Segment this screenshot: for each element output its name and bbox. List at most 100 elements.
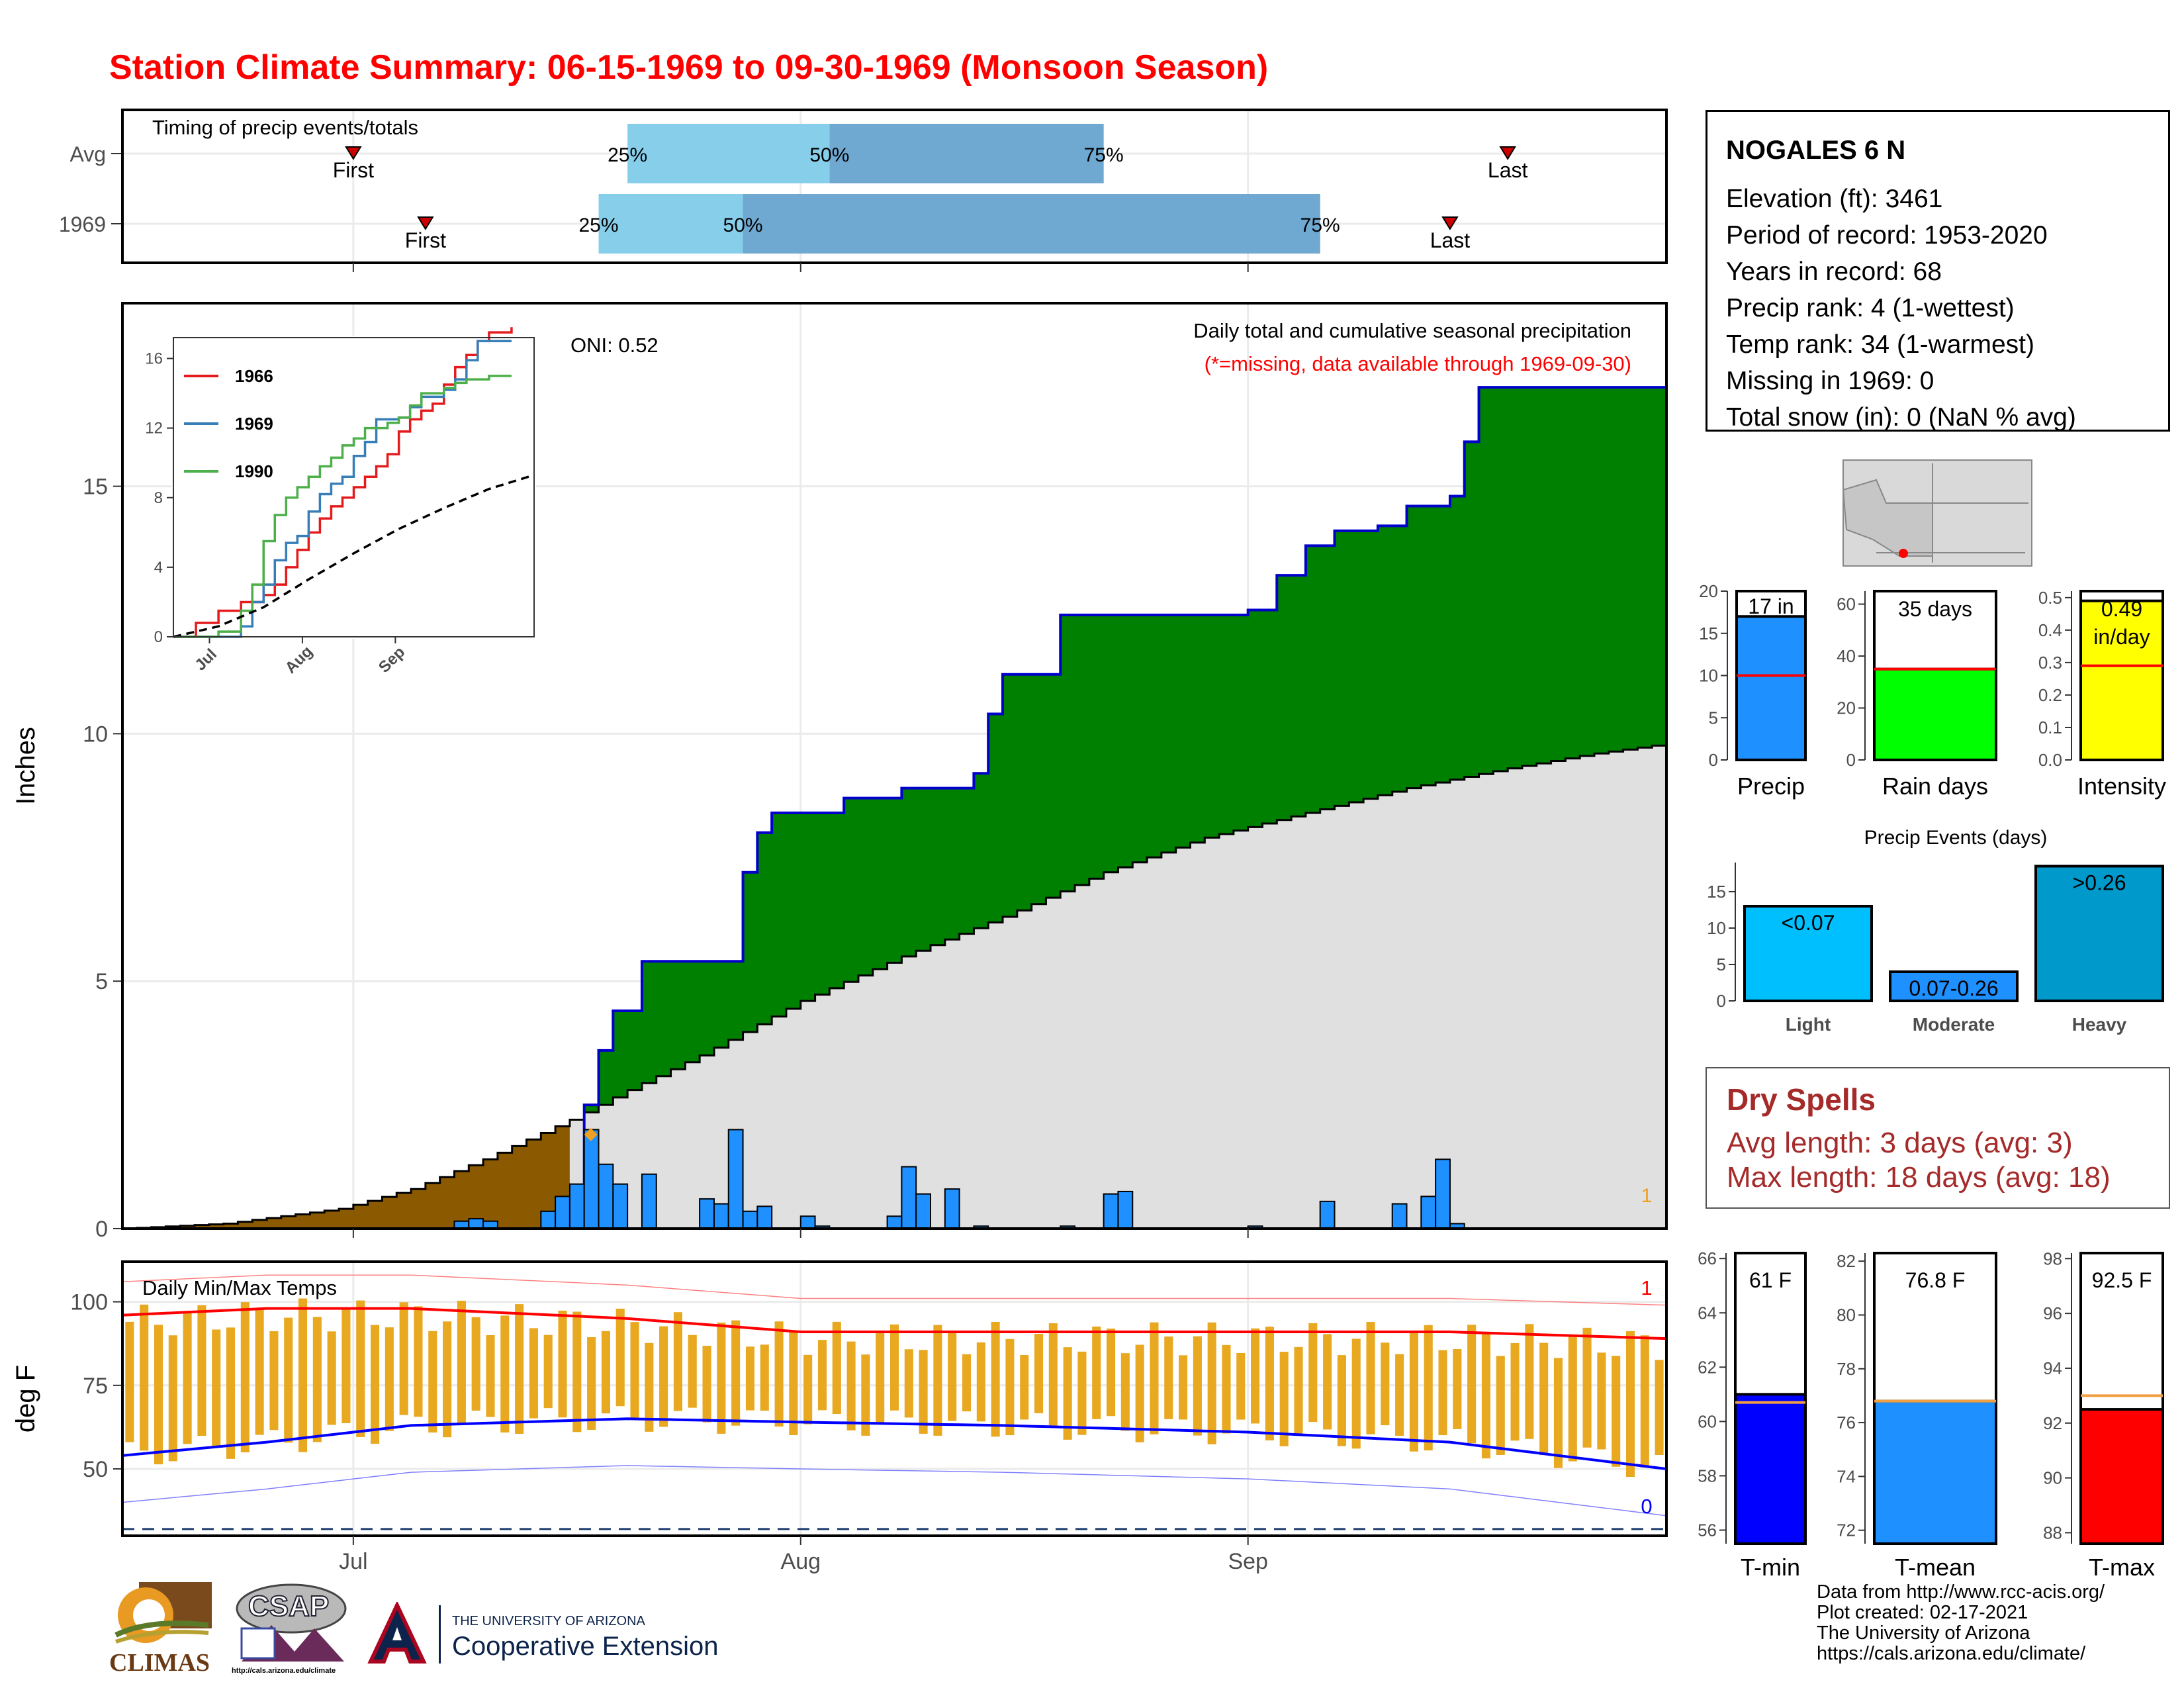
ua-divider xyxy=(439,1605,441,1664)
timing-panel-border xyxy=(121,109,1668,264)
daily-temp-bar xyxy=(645,1342,654,1432)
precip-panel-border xyxy=(121,302,1668,1230)
inset-series-line xyxy=(173,327,513,638)
mini-bar-value xyxy=(1734,1393,1807,1545)
daily-temp-bar xyxy=(197,1305,206,1436)
station-line-temp-rank: Temp rank: 34 (1-warmest) xyxy=(1726,330,2034,359)
credits: Data from http://www.rcc-acis.org/ Plot … xyxy=(1817,1582,2105,1664)
events-bar-value-label: 0.07-0.26 xyxy=(1909,976,1998,1000)
temp-y-tick-label: 50 xyxy=(83,1457,108,1482)
daily-temp-bar xyxy=(948,1331,957,1421)
inset-legend-label: 1966 xyxy=(235,366,273,386)
events-y-tick-label: 0 xyxy=(1717,991,1726,1011)
mini-y-tick-label: 10 xyxy=(1699,666,1718,686)
daily-precip-bar xyxy=(569,1183,585,1229)
daily-precip-bar xyxy=(742,1210,758,1230)
mini-y-tick-label: 60 xyxy=(1698,1411,1717,1431)
daily-precip-bar xyxy=(886,1215,903,1230)
daily-temp-bar xyxy=(615,1308,625,1407)
mini-y-tick-label: 0 xyxy=(1709,750,1718,770)
daily-precip-bar xyxy=(612,1183,629,1229)
mini-y-tick-label: 0.4 xyxy=(2038,620,2062,640)
daily-temp-bar xyxy=(1294,1346,1303,1434)
timing-q50-label: 50% xyxy=(723,214,763,236)
events-y-tick-label: 15 xyxy=(1707,882,1726,902)
events-category-label: Moderate xyxy=(1913,1014,1995,1035)
max-daily-marker xyxy=(584,1127,598,1141)
daily-temp-bar xyxy=(601,1331,610,1414)
ua-line1: THE UNIVERSITY OF ARIZONA xyxy=(452,1614,645,1628)
daily-temp-bar xyxy=(846,1341,856,1430)
climas-logo-mark xyxy=(114,1582,212,1644)
inset-y-tick-label: 0 xyxy=(154,628,163,646)
mini-bar-category-label: T-min xyxy=(1741,1554,1800,1581)
record-min-line xyxy=(122,1465,1667,1517)
daily-temp-bar xyxy=(298,1298,308,1452)
daily-temp-bar xyxy=(659,1326,668,1427)
temp-min-flag: 0 xyxy=(1641,1495,1652,1518)
daily-temp-bar xyxy=(1640,1335,1649,1468)
daily-temp-bar xyxy=(1265,1327,1274,1440)
daily-temp-bar xyxy=(717,1323,726,1434)
daily-precip-bar xyxy=(1391,1203,1408,1230)
daily-temp-bar xyxy=(1351,1338,1361,1449)
daily-temp-bar xyxy=(1323,1334,1332,1430)
daily-temp-bar xyxy=(889,1324,899,1411)
daily-temp-bar xyxy=(312,1317,322,1442)
daily-precip-bar xyxy=(1420,1196,1437,1229)
daily-precip-bar xyxy=(1103,1193,1119,1230)
mini-y-tick-label: 78 xyxy=(1837,1359,1856,1379)
daily-temp-bar xyxy=(1034,1334,1044,1413)
daily-temp-bar xyxy=(154,1325,163,1465)
temp-y-tick-label: 100 xyxy=(70,1290,108,1315)
daily-temp-bar xyxy=(371,1325,380,1444)
timing-first-label: First xyxy=(405,228,446,252)
daily-temp-bar xyxy=(1395,1354,1404,1436)
daily-temp-bar xyxy=(168,1335,177,1462)
daily-temp-bar xyxy=(1424,1325,1433,1451)
daily-precip-bar xyxy=(756,1205,773,1229)
inset-border xyxy=(173,337,535,637)
mini-y-tick-label: 72 xyxy=(1837,1521,1856,1540)
daily-precip-bar xyxy=(468,1218,484,1229)
csap-logo-url: http://cals.arizona.edu/climate xyxy=(232,1667,336,1675)
events-category-label: Light xyxy=(1786,1014,1831,1035)
timing-q75-label: 75% xyxy=(1300,214,1340,236)
daily-temp-bar xyxy=(861,1354,870,1436)
daily-temp-bar xyxy=(1612,1356,1621,1467)
credit-line: https://cals.arizona.edu/climate/ xyxy=(1817,1643,2086,1664)
mini-y-tick-label: 90 xyxy=(2043,1468,2062,1488)
daily-precip-bar xyxy=(901,1166,917,1229)
station-line-snow: Total snow (in): 0 (NaN % avg) xyxy=(1726,403,2076,432)
daily-temp-bar xyxy=(1120,1353,1130,1431)
daily-precip-bar xyxy=(540,1210,557,1230)
precip-y-tick-label: 0 xyxy=(95,1217,108,1242)
mini-y-tick-label: 0.2 xyxy=(2038,685,2062,705)
daily-temp-bar xyxy=(486,1335,495,1417)
daily-temp-bar xyxy=(1539,1342,1549,1456)
mini-y-tick-label: 5 xyxy=(1709,708,1718,727)
daily-precip-bar xyxy=(1319,1200,1336,1229)
daily-precip-bar xyxy=(915,1193,932,1230)
daily-temp-bar xyxy=(832,1321,841,1415)
station-line-elevation: Elevation (ft): 3461 xyxy=(1726,185,1943,213)
mini-y-tick-label: 76 xyxy=(1837,1413,1856,1432)
timing-first-marker xyxy=(417,216,434,230)
daily-precip-bar xyxy=(641,1173,657,1229)
daily-temp-bar xyxy=(803,1354,813,1425)
avg-min-line xyxy=(122,1417,1667,1471)
mini-bar-value-label: 76.8 F xyxy=(1905,1268,1966,1292)
daily-temp-bar xyxy=(226,1327,236,1459)
daily-temp-bar xyxy=(558,1310,567,1418)
daily-temp-bar xyxy=(962,1354,972,1412)
daily-temp-bar xyxy=(269,1331,279,1430)
station-line-period: Period of record: 1953-2020 xyxy=(1726,221,2048,250)
events-bar xyxy=(2034,865,2164,1002)
timing-q25-label: 25% xyxy=(608,144,647,166)
station-location-dot xyxy=(1899,549,1908,558)
daily-temp-bar xyxy=(1164,1336,1173,1419)
daily-temp-bar xyxy=(745,1346,755,1411)
dry-spells-box: Dry Spells Avg length: 3 days (avg: 3) M… xyxy=(1706,1067,2170,1209)
inset-y-tick-label: 8 xyxy=(154,489,163,507)
